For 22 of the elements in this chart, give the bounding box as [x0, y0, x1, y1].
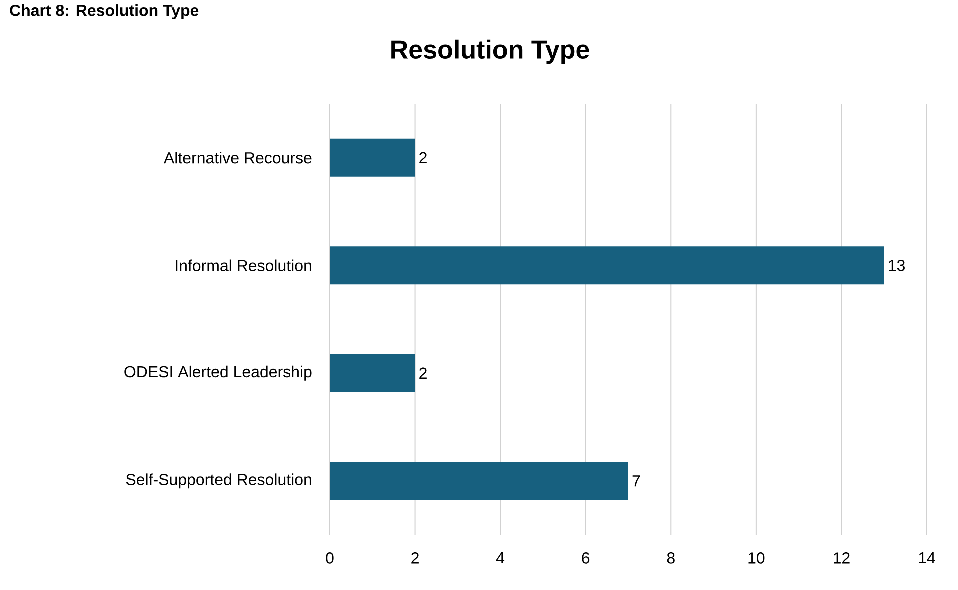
y-tick-label: Self-Supported Resolution [126, 474, 312, 489]
x-tick-label: 10 [748, 552, 765, 564]
caption: Chart 8: Resolution Type [10, 4, 199, 20]
bar [330, 138, 416, 177]
x-tick-label: 0 [326, 552, 334, 564]
chart-title: Resolution Type [392, 40, 590, 64]
x-tick-label: 4 [496, 552, 505, 564]
x-tick-label: 6 [582, 552, 590, 564]
x-tick-label: 14 [919, 552, 936, 564]
data-label: 13 [889, 260, 905, 272]
y-tick-label: ODESI Alerted Leadership [124, 366, 312, 381]
bar [330, 354, 416, 392]
data-label: 7 [632, 476, 640, 487]
x-tick-label: 8 [667, 552, 675, 564]
data-label: 2 [420, 368, 427, 379]
y-tick-label: Informal Resolution [176, 260, 312, 272]
data-label: 2 [420, 152, 427, 164]
y-tick-label: Alternative Recourse [164, 152, 312, 164]
x-tick-label: 2 [412, 552, 419, 564]
bar [330, 246, 884, 285]
x-tick-label: 12 [834, 552, 850, 564]
bar [330, 462, 629, 500]
